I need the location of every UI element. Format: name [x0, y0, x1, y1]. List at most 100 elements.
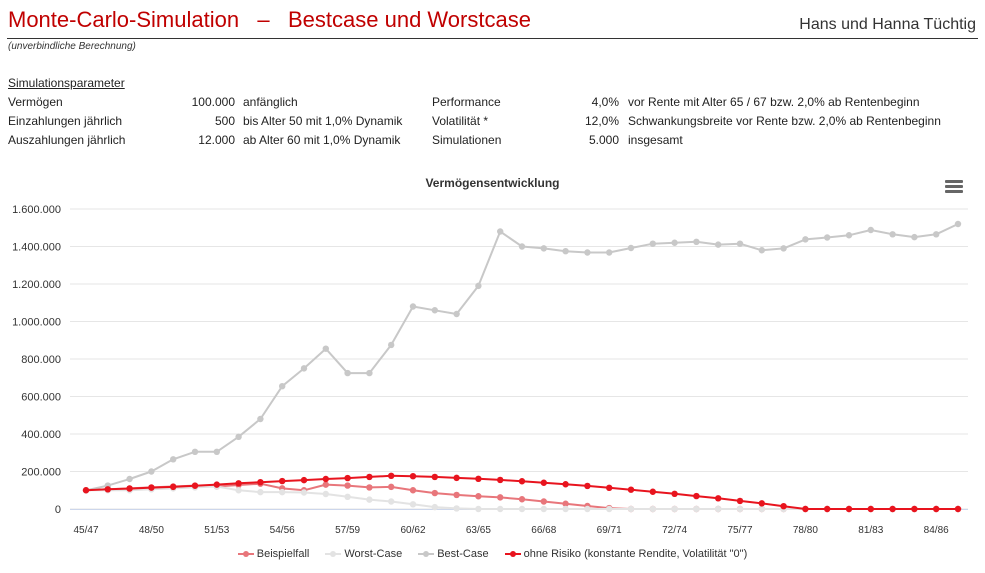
parameter-label: Performance: [432, 95, 501, 109]
data-point: [867, 505, 874, 513]
data-point: [954, 220, 962, 228]
data-point: [540, 479, 547, 486]
y-tick-label: 800.000: [21, 354, 61, 366]
legend-label: Best-Case: [437, 548, 489, 560]
legend-item[interactable]: Best-Case: [418, 548, 489, 560]
data-point: [649, 488, 656, 495]
parameter-row: Einzahlungen jährlich 500 bis Alter 50 m…: [8, 114, 968, 130]
parameter-description: anfänglich: [243, 95, 298, 109]
data-point: [235, 433, 242, 441]
data-point: [388, 498, 395, 505]
line-chart: 0 200.000 400.000 600.000 800.000 1.000.000 1.…: [12, 204, 968, 536]
data-point: [736, 497, 744, 505]
x-tick-label: 48/50: [139, 525, 164, 536]
data-point: [344, 474, 351, 482]
data-point: [693, 238, 700, 246]
data-point: [453, 310, 460, 318]
data-point: [388, 341, 395, 349]
data-point: [562, 500, 569, 507]
parameter-value: 5.000: [588, 133, 619, 147]
data-point: [584, 505, 591, 513]
data-point: [126, 485, 133, 492]
data-point: [409, 501, 417, 508]
data-point: [693, 505, 700, 513]
data-point: [824, 234, 831, 241]
data-point: [758, 500, 765, 507]
data-point: [649, 240, 656, 247]
hamburger-menu-icon[interactable]: [945, 180, 963, 195]
y-tick-label: 400.000: [21, 429, 61, 441]
data-point: [431, 307, 438, 314]
data-point: [344, 369, 351, 377]
data-point: [344, 493, 351, 501]
x-tick-label: 72/74: [662, 525, 687, 536]
parameter-label: Volatilität *: [432, 114, 489, 128]
legend-item[interactable]: Worst-Case: [325, 548, 402, 560]
data-point: [606, 484, 613, 492]
data-point: [235, 480, 242, 487]
data-point: [213, 481, 220, 488]
data-point: [715, 505, 722, 513]
data-point: [606, 505, 613, 513]
data-point: [475, 493, 482, 500]
data-point: [388, 472, 395, 480]
data-point: [671, 490, 678, 498]
x-tick-label: 45/47: [73, 525, 98, 536]
parameters-heading: Simulationsparameter: [8, 76, 125, 90]
data-point: [671, 505, 678, 513]
data-point: [235, 487, 242, 494]
data-point: [388, 483, 395, 491]
data-point: [540, 505, 547, 513]
y-tick-label: 1.200.000: [12, 279, 61, 291]
data-point: [322, 345, 329, 352]
data-point: [497, 505, 504, 513]
y-tick-label: 1.600.000: [12, 204, 61, 216]
legend-label: ohne Risiko (konstante Rendite, Volatili…: [523, 548, 748, 560]
data-point: [191, 482, 199, 489]
data-point: [279, 488, 286, 496]
data-point: [409, 303, 417, 310]
parameter-description: insgesamt: [628, 133, 683, 147]
data-point: [933, 505, 940, 513]
data-point: [213, 448, 220, 456]
parameter-label: Einzahlungen jährlich: [8, 114, 123, 128]
data-point: [736, 240, 744, 247]
parameter-row: Vermögen 100.000 anfänglich Performance …: [8, 95, 968, 111]
data-point: [322, 481, 329, 488]
data-point: [431, 503, 438, 511]
legend-label: Worst-Case: [344, 548, 403, 560]
data-point: [475, 282, 482, 290]
data-point: [300, 365, 308, 372]
data-point: [344, 482, 351, 489]
data-point: [126, 475, 133, 483]
x-tick-label: 81/83: [858, 525, 883, 536]
data-point: [148, 484, 155, 491]
data-point: [279, 382, 286, 390]
data-point: [257, 488, 264, 496]
data-point: [518, 243, 526, 250]
x-tick-label: 78/80: [793, 525, 818, 536]
data-point: [540, 245, 547, 252]
data-point: [322, 475, 329, 483]
parameter-label: Auszahlungen jährlich: [8, 133, 126, 147]
data-point: [453, 474, 460, 482]
data-point: [715, 241, 722, 248]
legend-item[interactable]: ohne Risiko (konstante Rendite, Volatili…: [504, 548, 748, 560]
data-point: [715, 495, 722, 502]
parameter-value: 4,0%: [591, 95, 619, 109]
data-point: [824, 505, 831, 513]
data-point: [366, 369, 373, 377]
legend-item[interactable]: Beispielfall: [237, 548, 309, 560]
data-point: [453, 505, 460, 512]
data-point: [627, 505, 635, 513]
data-point: [431, 473, 438, 481]
y-tick-label: 600.000: [21, 392, 61, 404]
data-point: [431, 489, 438, 497]
data-point: [257, 415, 264, 423]
data-point: [562, 247, 569, 255]
data-point: [693, 492, 700, 500]
data-point: [82, 487, 90, 494]
x-tick-label: 84/86: [924, 525, 949, 536]
parameter-description: vor Rente mit Alter 65 / 67 bzw. 2,0% ab…: [628, 95, 920, 109]
data-point: [606, 249, 613, 256]
